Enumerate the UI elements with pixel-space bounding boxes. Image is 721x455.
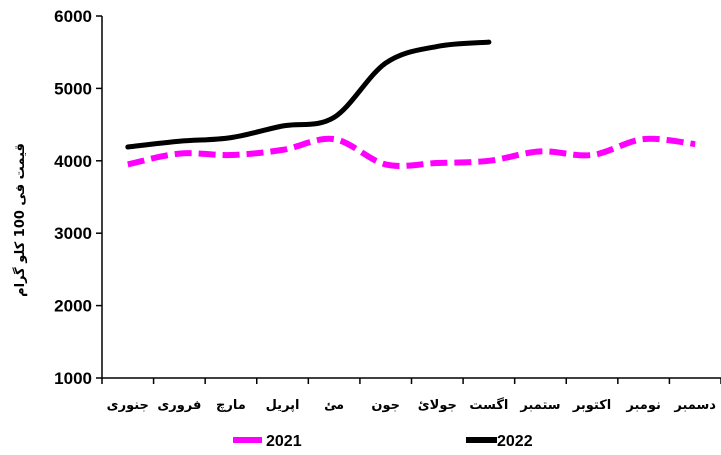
y-tick-label: 2000 — [54, 297, 92, 316]
x-tick-label: ستمبر — [519, 398, 560, 413]
y-axis-ticks: 1000 2000 3000 4000 5000 6000 — [54, 7, 102, 388]
x-tick-label: جنوری — [107, 398, 149, 413]
x-axis-ticks: جنوری فروری مارچ اپریل مئ جون جولائ اگست ستمبر اک… — [101, 378, 721, 413]
y-tick-label: 5000 — [54, 79, 92, 98]
x-tick-label: اگست — [469, 397, 508, 413]
x-tick-label: اپریل — [266, 398, 300, 413]
y-tick-label: 3000 — [54, 224, 92, 243]
x-tick-label: اکتوبر — [572, 398, 611, 413]
series-line-2021 — [127, 135, 696, 169]
x-tick-label: مارچ — [216, 398, 246, 413]
axes — [101, 16, 721, 379]
x-tick-label: نومبر — [625, 398, 660, 413]
y-tick-label: 1000 — [54, 369, 92, 388]
y-tick-label: 6000 — [54, 7, 92, 26]
series-lines — [125, 39, 696, 169]
x-tick-label: جون — [371, 398, 400, 413]
x-tick-label: جولائ — [418, 398, 457, 413]
x-tick-label: دسمبر — [673, 398, 716, 413]
series-line-2022 — [125, 39, 492, 150]
x-tick-label: مئ — [324, 398, 344, 413]
legend-label: 2022 — [497, 433, 533, 450]
legend: 2021 2022 — [233, 433, 533, 450]
y-axis-label: قیمت فی 100 کلو گرام — [12, 143, 28, 297]
y-tick-label: 4000 — [54, 152, 92, 171]
legend-label: 2021 — [266, 433, 302, 450]
x-tick-label: فروری — [157, 398, 201, 413]
